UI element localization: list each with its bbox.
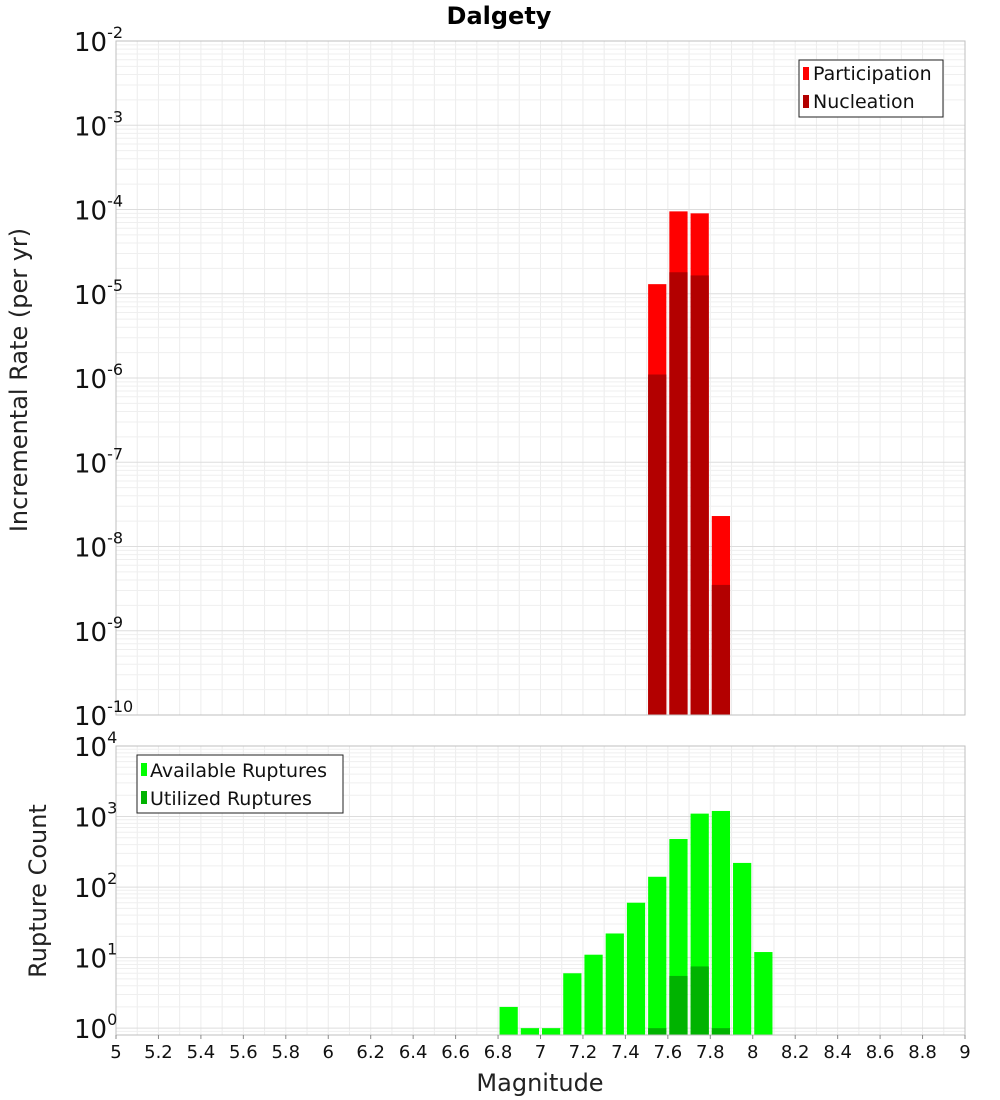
bar-available-ruptures	[733, 862, 752, 1035]
x-tick-label: 6	[323, 1042, 334, 1063]
rate-y-axis-label: Incremental Rate (per yr)	[5, 228, 33, 532]
y-tick-label: 104	[74, 728, 117, 763]
y-tick-label: 103	[74, 799, 117, 834]
x-tick-label: 8.8	[908, 1042, 937, 1063]
y-tick-label: 10-9	[74, 613, 123, 648]
bar-utilized-ruptures	[690, 966, 709, 1035]
legend-swatch-available	[141, 763, 147, 776]
rate-legend: Participation Nucleation	[798, 59, 944, 118]
count-x-ticks: 5 5.2 5.4 5.6 5.8 6 6.2 6.4 6.6 6.8 7 7.2 7.4 7.6 7.8 8…	[110, 1035, 971, 1063]
x-tick-label: 5.6	[229, 1042, 258, 1063]
bar-available-ruptures	[605, 933, 624, 1035]
bar-available-ruptures	[542, 1028, 561, 1035]
bar-utilized-ruptures	[711, 1028, 731, 1035]
x-tick-label: 8.2	[781, 1042, 810, 1063]
rate-panel: 10-10 10-9 10-8 10-7 10-6 10-5 10-4 10-3 10-2 In…	[5, 23, 966, 732]
y-tick-label: 101	[74, 940, 117, 975]
legend-label-participation: Participation	[813, 63, 932, 85]
x-tick-label: 8.6	[866, 1042, 895, 1063]
legend-swatch-nucleation	[803, 95, 809, 108]
y-tick-label: 10-2	[74, 23, 123, 58]
x-tick-label: 6.4	[399, 1042, 428, 1063]
x-axis-label: Magnitude	[476, 1069, 603, 1097]
chart-title: Dalgety	[447, 2, 552, 30]
x-tick-label: 7	[535, 1042, 546, 1063]
x-tick-label: 6.2	[356, 1042, 385, 1063]
x-tick-label: 9	[959, 1042, 970, 1063]
bar-available-ruptures	[563, 973, 582, 1035]
x-tick-label: 6.6	[441, 1042, 470, 1063]
count-y-ticks: 100 101 102 103 104	[74, 728, 117, 1045]
x-tick-label: 7.8	[696, 1042, 725, 1063]
bar-available-ruptures	[520, 1028, 539, 1035]
count-bars	[499, 810, 773, 1035]
bar-available-ruptures	[648, 876, 667, 1035]
y-tick-label: 102	[74, 869, 117, 904]
rate-bars	[648, 211, 731, 716]
y-tick-label: 100	[74, 1010, 117, 1045]
count-panel: 100 101 102 103 104 5 5.2 5.4 5.6 5.8 6 6.2 6.4 6.6 6…	[24, 728, 971, 1097]
x-tick-label: 5.4	[187, 1042, 216, 1063]
x-tick-label: 5	[110, 1042, 121, 1063]
x-tick-label: 6.8	[484, 1042, 513, 1063]
x-tick-label: 7.4	[611, 1042, 640, 1063]
legend-swatch-participation	[803, 67, 809, 80]
bar-utilized-ruptures	[669, 975, 688, 1035]
y-tick-label: 10-6	[74, 360, 123, 395]
y-tick-label: 10-4	[74, 192, 123, 227]
bar-available-ruptures	[499, 1006, 518, 1035]
rate-legend-box	[798, 59, 944, 118]
legend-label-available: Available Ruptures	[150, 760, 327, 782]
count-legend: Available Ruptures Utilized Ruptures	[136, 754, 344, 814]
y-tick-label: 10-8	[74, 529, 123, 564]
bar-nucleation	[690, 275, 709, 715]
x-tick-label: 8	[747, 1042, 758, 1063]
bar-available-ruptures	[754, 952, 773, 1035]
x-tick-label: 7.2	[569, 1042, 598, 1063]
legend-label-nucleation: Nucleation	[813, 91, 915, 113]
y-tick-label: 10-10	[74, 697, 133, 732]
rate-y-ticks: 10-10 10-9 10-8 10-7 10-6 10-5 10-4 10-3 10-2	[74, 23, 133, 732]
rate-grid	[115, 41, 966, 716]
bar-nucleation	[648, 374, 667, 715]
x-tick-label: 5.2	[144, 1042, 173, 1063]
x-tick-label: 5.8	[271, 1042, 300, 1063]
x-tick-label: 7.6	[654, 1042, 683, 1063]
count-legend-box	[136, 754, 344, 814]
legend-label-utilized: Utilized Ruptures	[150, 788, 312, 810]
legend-swatch-utilized	[141, 791, 147, 804]
x-tick-label: 8.4	[823, 1042, 852, 1063]
bar-available-ruptures	[584, 954, 603, 1035]
bar-nucleation	[711, 584, 731, 715]
y-tick-label: 10-3	[74, 107, 123, 142]
rate-plot-frame	[115, 40, 966, 716]
y-tick-label: 10-7	[74, 444, 123, 479]
bar-available-ruptures	[626, 902, 646, 1035]
bar-available-ruptures	[711, 810, 731, 1035]
bar-utilized-ruptures	[648, 1028, 667, 1035]
count-y-axis-label: Rupture Count	[24, 804, 52, 978]
y-tick-label: 10-5	[74, 276, 123, 311]
bar-nucleation	[669, 272, 688, 715]
